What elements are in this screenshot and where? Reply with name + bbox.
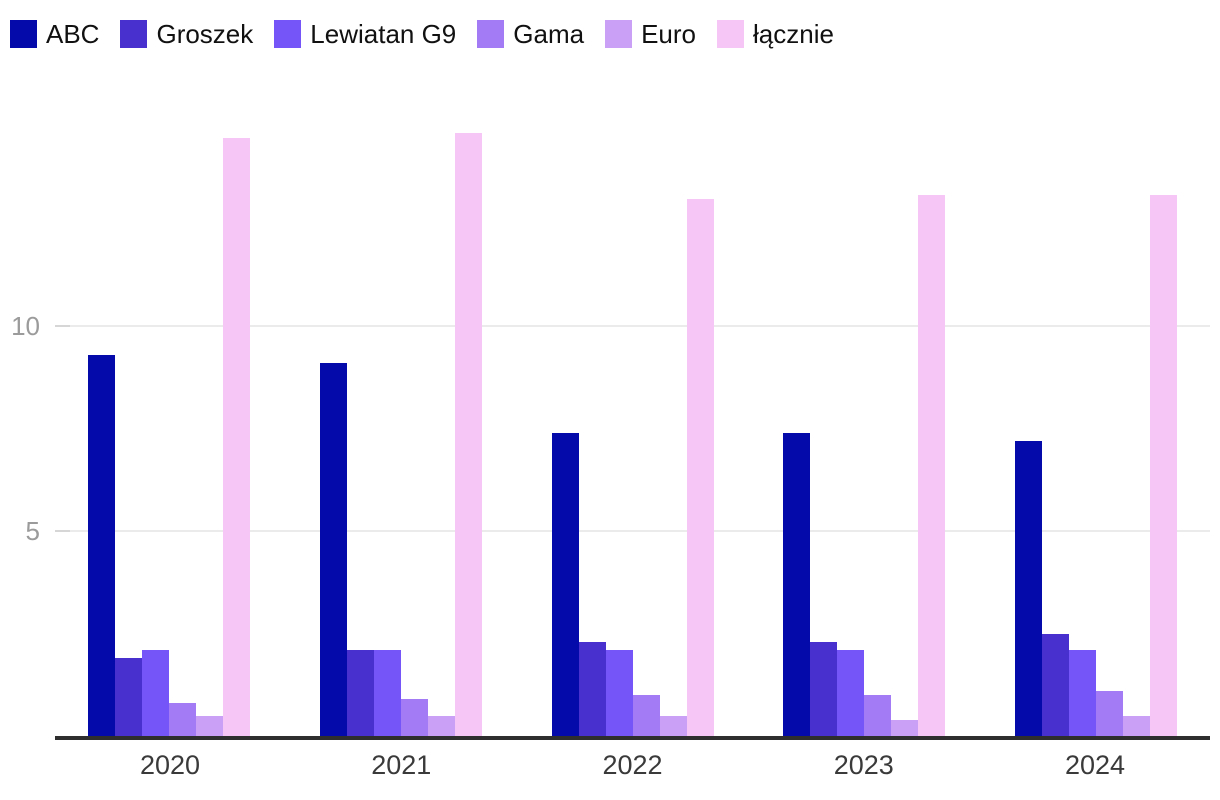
bar-group-2024: [1015, 195, 1177, 736]
bar-group-2022: [551, 199, 714, 736]
legend-item-5[interactable]: łącznie: [717, 20, 834, 48]
x-axis-label-2020: 2020: [139, 750, 201, 780]
y-tick-label: 10: [11, 311, 40, 342]
legend-swatch-icon: [717, 20, 744, 48]
legend-swatch-icon: [274, 20, 302, 48]
x-axis-label-2024: 2024: [1064, 750, 1126, 780]
plot-area: 5 10: [11, 110, 1210, 740]
bar-abc-2021[interactable]: [319, 363, 347, 736]
bar-group-2020: [88, 138, 250, 736]
bar-groszek-2020[interactable]: [115, 658, 142, 736]
x-axis-label-2022: 2022: [602, 750, 663, 780]
bar-lewiatan-g9-2020[interactable]: [142, 650, 169, 736]
bar-łącznie-2022[interactable]: [686, 199, 714, 736]
legend-label: Gama: [513, 19, 585, 49]
bar-euro-2023[interactable]: [891, 720, 919, 736]
bar-abc-2023[interactable]: [783, 433, 811, 736]
bar-euro-2020[interactable]: [196, 716, 223, 736]
gridline-10: 10: [11, 313, 1210, 339]
bar-łącznie-2023[interactable]: [918, 195, 946, 736]
bar-gama-2022[interactable]: [632, 695, 660, 736]
bar-abc-2020[interactable]: [88, 355, 115, 736]
bar-łącznie-2024[interactable]: [1150, 195, 1177, 736]
bar-group-2023: [783, 195, 946, 736]
legend-label: Groszek: [156, 19, 254, 49]
y-tick-label: 5: [25, 516, 40, 547]
x-axis-label-2023: 2023: [833, 750, 894, 780]
x-axis-labels: 2020 2021 2022 2023 2024: [55, 752, 1210, 779]
bar-groszek-2021[interactable]: [346, 650, 374, 736]
bar-abc-2024[interactable]: [1015, 441, 1042, 736]
bar-lewiatan-g9-2023[interactable]: [837, 650, 865, 736]
bar-euro-2024[interactable]: [1123, 716, 1150, 736]
bar-abc-2022[interactable]: [551, 433, 579, 736]
legend-item-0[interactable]: ABC: [10, 20, 99, 48]
legend-label: Lewiatan G9: [310, 19, 457, 49]
legend-swatch-icon: [605, 20, 633, 48]
chart-legend: ABC Groszek Lewiatan G9 Gama Euro łącznie: [10, 20, 834, 48]
bar-groszek-2023[interactable]: [810, 642, 838, 736]
x-axis-label-2021: 2021: [371, 750, 432, 780]
legend-label: łącznie: [753, 19, 834, 49]
bar-group-2021: [319, 133, 482, 736]
bar-gama-2020[interactable]: [169, 703, 196, 736]
bar-groups: [55, 110, 1210, 736]
legend-label: ABC: [46, 19, 100, 49]
legend-swatch-icon: [477, 20, 505, 48]
bar-groszek-2024[interactable]: [1042, 634, 1069, 736]
legend-swatch-icon: [120, 20, 148, 48]
bar-lewiatan-g9-2022[interactable]: [605, 650, 633, 736]
bar-groszek-2022[interactable]: [578, 642, 606, 736]
bar-łącznie-2020[interactable]: [223, 138, 250, 736]
bar-euro-2021[interactable]: [427, 716, 455, 736]
bar-gama-2023[interactable]: [864, 695, 892, 736]
gridline-5: 5: [26, 518, 1210, 544]
bar-łącznie-2021[interactable]: [454, 133, 482, 736]
bar-gama-2021[interactable]: [400, 699, 428, 736]
bar-euro-2022[interactable]: [659, 716, 687, 736]
legend-item-3[interactable]: Gama: [477, 20, 584, 48]
bar-gama-2024[interactable]: [1096, 691, 1123, 736]
legend-swatch-icon: [10, 20, 37, 48]
legend-label: Euro: [641, 19, 696, 49]
legend-item-2[interactable]: Lewiatan G9: [274, 20, 456, 48]
bar-lewiatan-g9-2021[interactable]: [373, 650, 401, 736]
legend-item-4[interactable]: Euro: [605, 20, 696, 48]
bar-lewiatan-g9-2024[interactable]: [1069, 650, 1096, 736]
legend-item-1[interactable]: Groszek: [120, 20, 253, 48]
